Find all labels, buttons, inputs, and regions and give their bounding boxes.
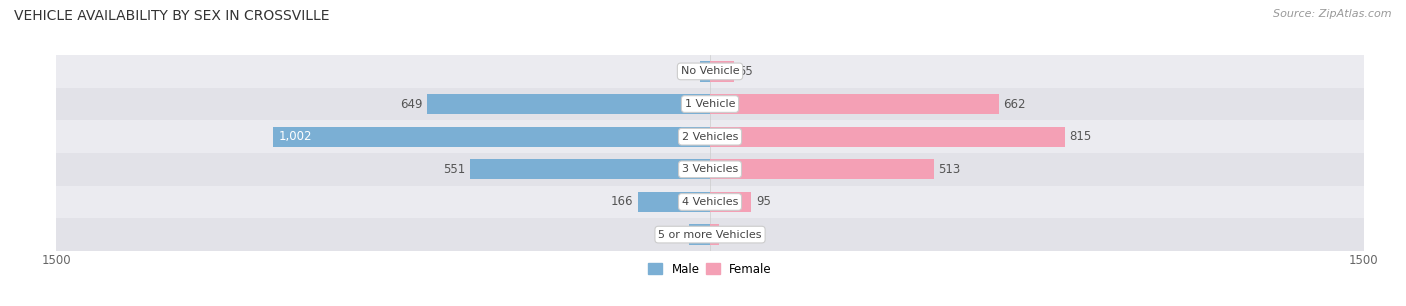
Text: 551: 551 — [443, 163, 465, 176]
Bar — [56, 218, 1364, 251]
Text: 20: 20 — [723, 228, 738, 241]
Bar — [56, 153, 1364, 186]
Text: 48: 48 — [669, 228, 685, 241]
Legend: Male, Female: Male, Female — [644, 258, 776, 280]
Bar — [710, 61, 734, 81]
Text: Source: ZipAtlas.com: Source: ZipAtlas.com — [1274, 9, 1392, 19]
Bar — [56, 186, 1364, 218]
Bar — [710, 225, 718, 245]
Bar — [710, 192, 751, 212]
Text: 662: 662 — [1002, 98, 1025, 110]
Text: 55: 55 — [738, 65, 754, 78]
Text: No Vehicle: No Vehicle — [681, 66, 740, 76]
Text: VEHICLE AVAILABILITY BY SEX IN CROSSVILLE: VEHICLE AVAILABILITY BY SEX IN CROSSVILL… — [14, 9, 329, 23]
Bar — [56, 55, 1364, 88]
Text: 1,002: 1,002 — [278, 130, 312, 143]
Text: 5 or more Vehicles: 5 or more Vehicles — [658, 230, 762, 240]
Bar — [470, 159, 710, 179]
Bar — [700, 61, 710, 81]
Bar — [689, 225, 710, 245]
Bar — [56, 88, 1364, 120]
Text: 3 Vehicles: 3 Vehicles — [682, 164, 738, 174]
Bar — [273, 127, 710, 147]
Text: 166: 166 — [610, 196, 633, 208]
Bar — [710, 94, 998, 114]
Bar — [710, 127, 1066, 147]
Text: 815: 815 — [1070, 130, 1092, 143]
Text: 1 Vehicle: 1 Vehicle — [685, 99, 735, 109]
Bar — [638, 192, 710, 212]
Bar — [427, 94, 710, 114]
Text: 649: 649 — [401, 98, 423, 110]
Text: 95: 95 — [756, 196, 770, 208]
Text: 2 Vehicles: 2 Vehicles — [682, 132, 738, 142]
Text: 4 Vehicles: 4 Vehicles — [682, 197, 738, 207]
Text: 513: 513 — [938, 163, 960, 176]
Bar — [56, 120, 1364, 153]
Text: 24: 24 — [681, 65, 695, 78]
Bar — [710, 159, 934, 179]
